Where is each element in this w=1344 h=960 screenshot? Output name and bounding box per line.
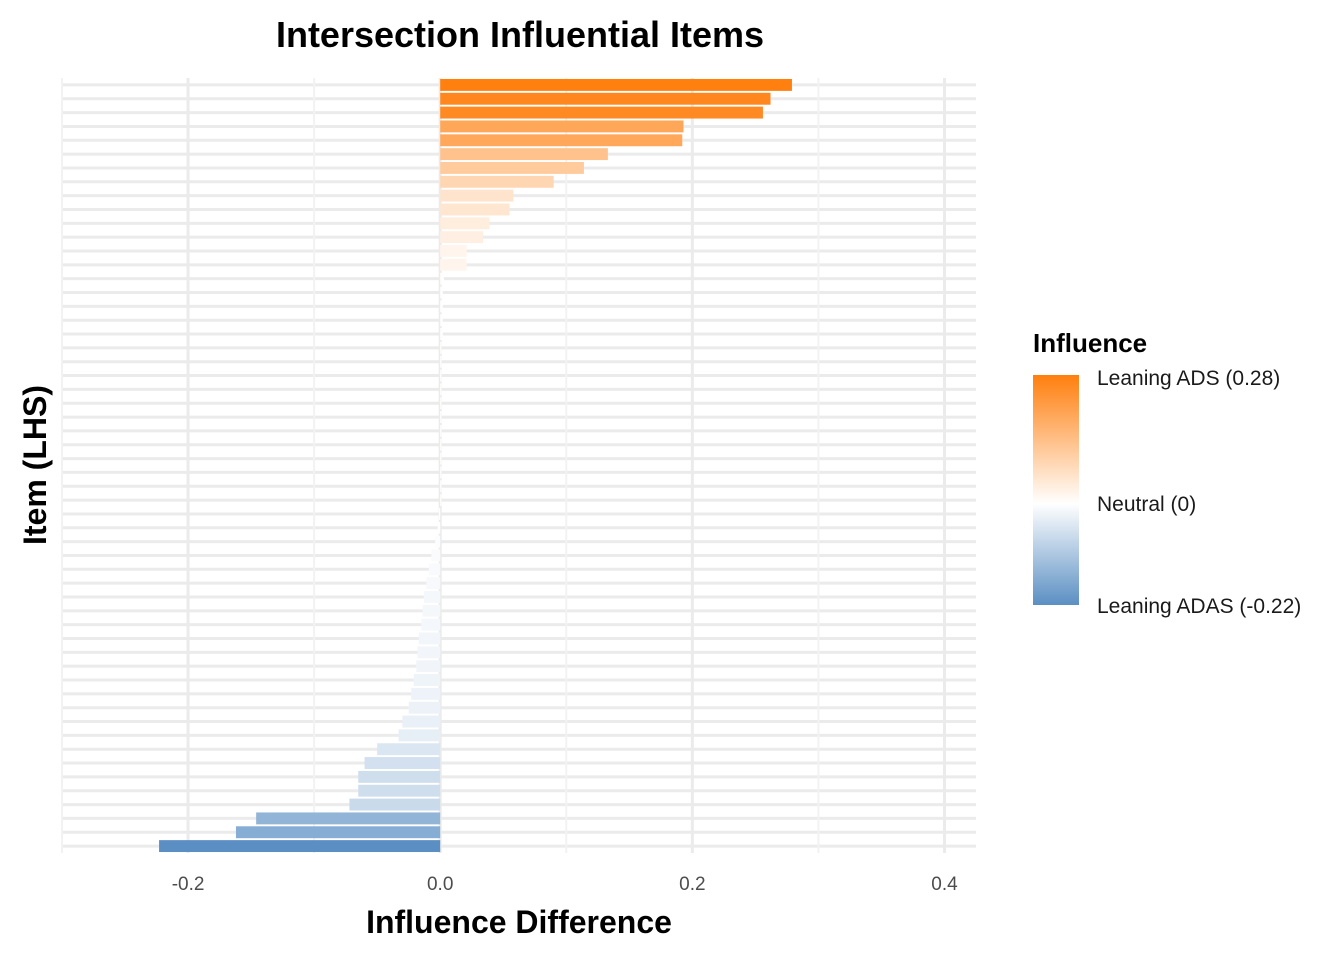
bar xyxy=(440,120,684,133)
x-tick-label: -0.2 xyxy=(172,874,205,895)
bar xyxy=(440,258,467,271)
bar xyxy=(440,355,442,368)
bar xyxy=(431,549,441,562)
bar xyxy=(421,618,441,631)
grid xyxy=(61,78,976,853)
bar xyxy=(440,328,443,340)
bar xyxy=(426,577,441,590)
bar xyxy=(358,770,441,783)
bar xyxy=(349,798,441,811)
bar xyxy=(159,840,441,853)
bar xyxy=(440,424,442,437)
chart-title: Intersection Influential Items xyxy=(276,14,764,55)
bar xyxy=(440,148,608,161)
legend-label-low: Leaning ADAS (-0.22) xyxy=(1097,595,1301,618)
bar xyxy=(440,175,554,188)
bar xyxy=(413,674,441,686)
bar xyxy=(440,494,442,507)
bar xyxy=(440,466,442,479)
bar xyxy=(256,812,441,825)
legend: Influence Leaning ADS (0.28) Neutral (0)… xyxy=(1033,328,1301,618)
bar xyxy=(440,245,467,257)
legend-label-mid: Neutral (0) xyxy=(1097,493,1196,516)
bar xyxy=(235,826,441,839)
bar xyxy=(440,397,442,410)
bar xyxy=(416,660,441,673)
bar xyxy=(440,314,443,327)
bar xyxy=(437,521,441,534)
bar xyxy=(417,646,441,659)
bar xyxy=(440,383,442,396)
bar xyxy=(440,78,792,91)
bar xyxy=(377,743,441,756)
bar xyxy=(440,300,443,313)
y-axis-title: Item (LHS) xyxy=(17,385,53,545)
bar xyxy=(440,189,514,202)
legend-label-high: Leaning ADS (0.28) xyxy=(1097,367,1280,390)
bar xyxy=(408,701,441,714)
bar xyxy=(364,757,441,769)
bar xyxy=(440,272,444,285)
x-axis-title: Influence Difference xyxy=(366,904,672,940)
bar xyxy=(440,438,442,451)
x-tick-label: 0.2 xyxy=(679,874,705,895)
bar xyxy=(438,507,441,520)
bar xyxy=(422,604,441,617)
bar xyxy=(440,231,484,244)
bar xyxy=(440,369,442,382)
legend-title: Influence xyxy=(1033,328,1147,358)
x-tick-label: 0.0 xyxy=(427,874,453,895)
x-tick-label: 0.4 xyxy=(931,874,958,895)
bar xyxy=(402,715,441,728)
legend-colorbar xyxy=(1033,375,1079,605)
bar xyxy=(358,784,441,797)
bar xyxy=(440,411,442,424)
bar xyxy=(440,217,490,230)
bars xyxy=(159,78,792,853)
bar xyxy=(418,632,441,645)
bar xyxy=(440,106,763,119)
bar xyxy=(440,203,510,216)
bar xyxy=(398,729,441,742)
bar xyxy=(411,687,441,700)
bar xyxy=(428,563,441,576)
bar xyxy=(423,591,441,603)
bar xyxy=(440,134,683,147)
x-axis-ticks: -0.2 0.0 0.2 0.4 xyxy=(172,874,958,895)
bar xyxy=(440,162,584,174)
plot-area xyxy=(61,78,976,853)
bar xyxy=(440,480,442,493)
bar xyxy=(440,92,771,105)
bar xyxy=(440,452,442,465)
bar xyxy=(435,535,441,548)
bar xyxy=(440,341,442,354)
bar xyxy=(440,286,443,299)
